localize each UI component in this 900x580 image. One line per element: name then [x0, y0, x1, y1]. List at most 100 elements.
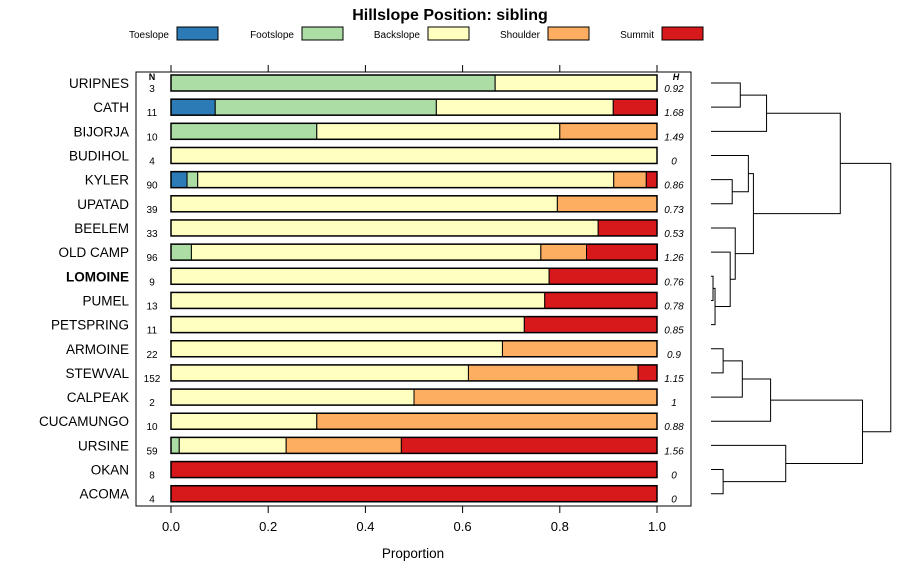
row-h-cucamungo: 0.88 — [664, 422, 684, 433]
dendrogram-branch — [711, 349, 723, 373]
bar-row-beelem — [171, 220, 657, 236]
dendrogram-branch — [711, 445, 786, 481]
row-n-ursine: 59 — [146, 446, 158, 457]
row-n-pumel: 13 — [146, 301, 158, 312]
dendrogram-branch — [711, 470, 723, 494]
n-column-header: N — [149, 72, 156, 82]
bar-segment-beelem-summit — [598, 220, 657, 236]
x-tick-label: 0.2 — [259, 519, 277, 534]
row-label-upatad: UPATAD — [77, 197, 129, 212]
bar-row-ursine — [171, 437, 657, 453]
row-label-stewval: STEWVAL — [65, 366, 129, 381]
x-tick-label: 0.8 — [551, 519, 569, 534]
legend-label-shoulder: Shoulder — [500, 30, 541, 41]
bar-row-petspring — [171, 317, 657, 333]
dendrogram-branch — [711, 180, 732, 204]
dendrogram-branch — [735, 174, 753, 254]
row-label-cath: CATH — [93, 100, 129, 115]
bar-segment-old-camp-summit — [587, 244, 658, 260]
bar-segment-cucamungo-shoulder — [317, 413, 657, 429]
row-h-cath: 1.68 — [664, 108, 684, 119]
row-n-stewval: 152 — [144, 374, 161, 385]
row-n-upatad: 39 — [146, 205, 158, 216]
row-label-bijorja: BIJORJA — [73, 124, 129, 139]
dendrogram-branch — [711, 83, 740, 107]
bar-segment-armoine-backslope — [171, 341, 502, 357]
legend-label-summit: Summit — [620, 30, 654, 41]
bar-segment-stewval-shoulder — [468, 365, 638, 381]
bar-row-uripnes — [171, 75, 657, 91]
bar-segment-bijorja-backslope — [317, 123, 560, 139]
h-column-header: H — [673, 72, 680, 82]
bar-segment-bijorja-shoulder — [560, 123, 657, 139]
bar-row-stewval — [171, 365, 657, 381]
bar-segment-old-camp-shoulder — [541, 244, 587, 260]
x-tick-label: 1.0 — [648, 519, 666, 534]
bar-row-old-camp — [171, 244, 657, 260]
row-h-armoine: 0.9 — [667, 350, 681, 361]
row-label-kyler: KYLER — [85, 173, 130, 188]
legend: Toeslope Footslope Backslope Shoulder Summit — [129, 27, 703, 41]
bar-row-acoma — [171, 486, 657, 502]
bar-segment-cath-summit — [613, 99, 657, 115]
row-label-pumel: PUMEL — [82, 293, 129, 308]
row-h-uripnes: 0.92 — [664, 84, 684, 95]
bar-segment-ursine-summit — [401, 437, 657, 453]
bar-row-budihol — [171, 147, 657, 163]
bar-row-calpeak — [171, 389, 657, 405]
bar-segment-upatad-shoulder — [557, 196, 657, 212]
row-n-cath: 11 — [147, 108, 158, 119]
dendrogram-branch — [840, 163, 891, 431]
bar-segment-lomoine-backslope — [171, 268, 549, 284]
bar-segment-uripnes-footslope — [171, 75, 495, 91]
bar-segment-kyler-summit — [646, 172, 657, 188]
row-h-kyler: 0.86 — [664, 181, 684, 192]
row-n-calpeak: 2 — [149, 398, 155, 409]
dendrogram-branch — [711, 252, 730, 306]
row-h-bijorja: 1.49 — [664, 132, 684, 143]
legend-swatch-summit — [662, 27, 703, 40]
row-n-kyler: 90 — [146, 181, 158, 192]
row-label-calpeak: CALPEAK — [67, 390, 129, 405]
bar-segment-stewval-summit — [638, 365, 657, 381]
x-tick-label: 0.0 — [162, 519, 180, 534]
bar-segment-ursine-footslope — [171, 437, 179, 453]
row-h-old-camp: 1.26 — [664, 253, 684, 264]
bar-row-cath — [171, 99, 657, 115]
row-label-beelem: BEELEM — [74, 221, 129, 236]
row-h-okan: 0 — [671, 471, 677, 482]
bar-row-lomoine — [171, 268, 657, 284]
bar-row-upatad — [171, 196, 657, 212]
row-n-okan: 8 — [149, 471, 155, 482]
row-label-acoma: ACOMA — [79, 487, 129, 502]
row-n-lomoine: 9 — [149, 277, 155, 288]
bar-segment-pumel-summit — [545, 292, 657, 308]
row-h-beelem: 0.53 — [664, 229, 684, 240]
bar-segment-cath-backslope — [436, 99, 613, 115]
x-tick-label: 0.6 — [454, 519, 472, 534]
bar-row-okan — [171, 462, 657, 478]
legend-swatch-toeslope — [177, 27, 218, 40]
bar-segment-upatad-backslope — [171, 196, 557, 212]
row-h-lomoine: 0.76 — [664, 277, 684, 288]
bar-segment-uripnes-backslope — [495, 75, 657, 91]
bar-segment-beelem-backslope — [171, 220, 598, 236]
legend-swatch-footslope — [302, 27, 343, 40]
bar-segment-cucamungo-backslope — [171, 413, 317, 429]
row-n-petspring: 11 — [147, 326, 158, 337]
bar-segment-calpeak-backslope — [171, 389, 414, 405]
row-n-acoma: 4 — [149, 495, 155, 506]
hillslope-chart: Hillslope Position: sibling Toeslope Foot… — [0, 0, 900, 580]
bar-segment-acoma-summit — [171, 486, 657, 502]
bar-segment-budihol-backslope — [171, 147, 657, 163]
bar-segment-calpeak-shoulder — [414, 389, 657, 405]
bar-segment-pumel-backslope — [171, 292, 545, 308]
bar-row-armoine — [171, 341, 657, 357]
dendrogram-branch — [711, 228, 735, 279]
dendrogram-branch — [711, 95, 767, 131]
x-axis-label: Proportion — [382, 546, 444, 561]
bar-segment-old-camp-footslope — [171, 244, 191, 260]
bar-row-bijorja — [171, 123, 657, 139]
row-label-petspring: PETSPRING — [51, 318, 129, 333]
row-label-cucamungo: CUCAMUNGO — [39, 414, 129, 429]
